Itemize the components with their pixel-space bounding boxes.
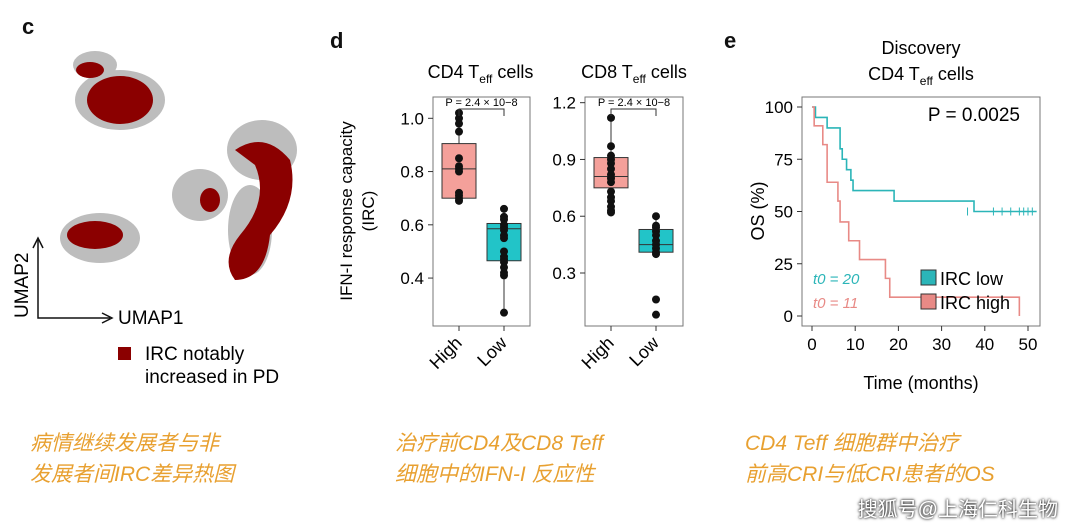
data-point — [652, 212, 660, 221]
data-point — [607, 178, 615, 187]
panel-label-e: e — [724, 28, 737, 53]
y-axis-label: IFN-I response capacity — [337, 121, 356, 301]
data-point — [455, 196, 463, 205]
legend-label: IRC low — [940, 269, 1004, 289]
data-point — [652, 295, 660, 304]
x-tick-label: 30 — [932, 335, 951, 354]
data-point — [607, 142, 615, 151]
significance-bracket — [610, 108, 657, 116]
caption-c-2: 发展者间IRC差异热图 — [30, 463, 235, 486]
x-axis-label: Time (months) — [863, 373, 978, 393]
data-point — [455, 167, 463, 176]
p-value: P = 2.4 × 10−8 — [445, 97, 517, 109]
data-point — [500, 271, 508, 280]
data-point — [607, 164, 615, 173]
data-point — [455, 119, 463, 128]
plot-frame — [584, 96, 684, 327]
legend-swatch — [920, 293, 937, 310]
legend-label: IRC high — [940, 293, 1010, 313]
umap-plot: UMAP2 UMAP1 IRC notably increased in PD — [12, 51, 297, 388]
watermark: 搜狐号@上海仁科生物 — [857, 499, 1058, 521]
caption-d-1: 治疗前CD4及CD8 Teff — [395, 432, 604, 455]
y-tick-label: 0.8 — [400, 163, 424, 182]
x-tick-label: 40 — [975, 335, 994, 354]
x-tick-label: Low — [473, 332, 511, 370]
p-value: P = 0.0025 — [928, 105, 1020, 126]
data-point — [607, 159, 615, 168]
x-tick-label: High — [426, 333, 466, 373]
y-tick-label: 0.6 — [552, 207, 576, 226]
p-value: P = 2.4 × 10−8 — [598, 97, 670, 109]
y-tick-label: 75 — [774, 150, 793, 169]
y-tick-label: 25 — [774, 255, 793, 274]
data-point — [652, 231, 660, 240]
data-point — [500, 204, 508, 213]
y-tick-label: 1.0 — [400, 109, 424, 128]
panel-label-d: d — [330, 28, 344, 53]
data-point — [607, 187, 615, 196]
data-point — [652, 250, 660, 259]
box-title: CD4 Teff cells — [428, 62, 534, 86]
n-label: t0 = 11 — [813, 295, 858, 312]
x-tick-label: Low — [625, 332, 663, 370]
x-tick-label: 20 — [889, 335, 908, 354]
y-axis-label: OS (%) — [748, 181, 768, 240]
data-point — [607, 113, 615, 122]
legend-swatch — [920, 269, 937, 286]
data-point — [500, 234, 508, 243]
data-point — [455, 154, 463, 163]
umap-legend-line2: increased in PD — [145, 367, 279, 388]
km-title-2: CD4 Teff cells — [868, 64, 974, 88]
legend-swatch-irc — [118, 347, 131, 360]
y-tick-label: 0.3 — [552, 264, 576, 283]
umap-legend-line1: IRC notably — [145, 344, 245, 365]
x-tick-label: 50 — [1019, 335, 1038, 354]
data-point — [500, 308, 508, 317]
y-tick-label: 0.4 — [400, 269, 424, 288]
y-axis-label-2: (IRC) — [359, 191, 378, 232]
plot-frame — [432, 96, 531, 327]
data-point — [455, 127, 463, 136]
y-tick-label: 100 — [765, 98, 793, 117]
caption-c-1: 病情继续发展者与非 — [30, 432, 219, 455]
caption-e-2: 前高CRI与低CRI患者的OS — [745, 463, 995, 486]
y-tick-label: 0 — [784, 307, 793, 326]
n-label: t0 = 20 — [813, 271, 860, 288]
data-point — [607, 208, 615, 217]
y-tick-label: 50 — [774, 203, 793, 222]
y-tick-label: 0.9 — [552, 150, 576, 169]
y-tick-label: 0.6 — [400, 216, 424, 235]
umap-xlabel: UMAP1 — [118, 308, 183, 329]
x-tick-label: 0 — [807, 335, 816, 354]
caption-d-2: 细胞中的IFN-I 反应性 — [395, 463, 595, 486]
km-curve-low — [812, 106, 1037, 213]
x-tick-label: High — [578, 333, 618, 373]
box-title: CD8 Teff cells — [581, 62, 687, 86]
data-point — [607, 197, 615, 206]
umap-ylabel: UMAP2 — [12, 253, 33, 318]
y-tick-label: 1.2 — [552, 94, 576, 113]
km-curve-high — [812, 106, 1021, 316]
x-tick-label: 10 — [846, 335, 865, 354]
km-title-1: Discovery — [881, 38, 960, 58]
data-point — [652, 310, 660, 319]
panel-label-c: c — [22, 14, 35, 39]
caption-e-1: CD4 Teff 细胞群中治疗 — [745, 432, 959, 455]
significance-bracket — [458, 108, 505, 116]
